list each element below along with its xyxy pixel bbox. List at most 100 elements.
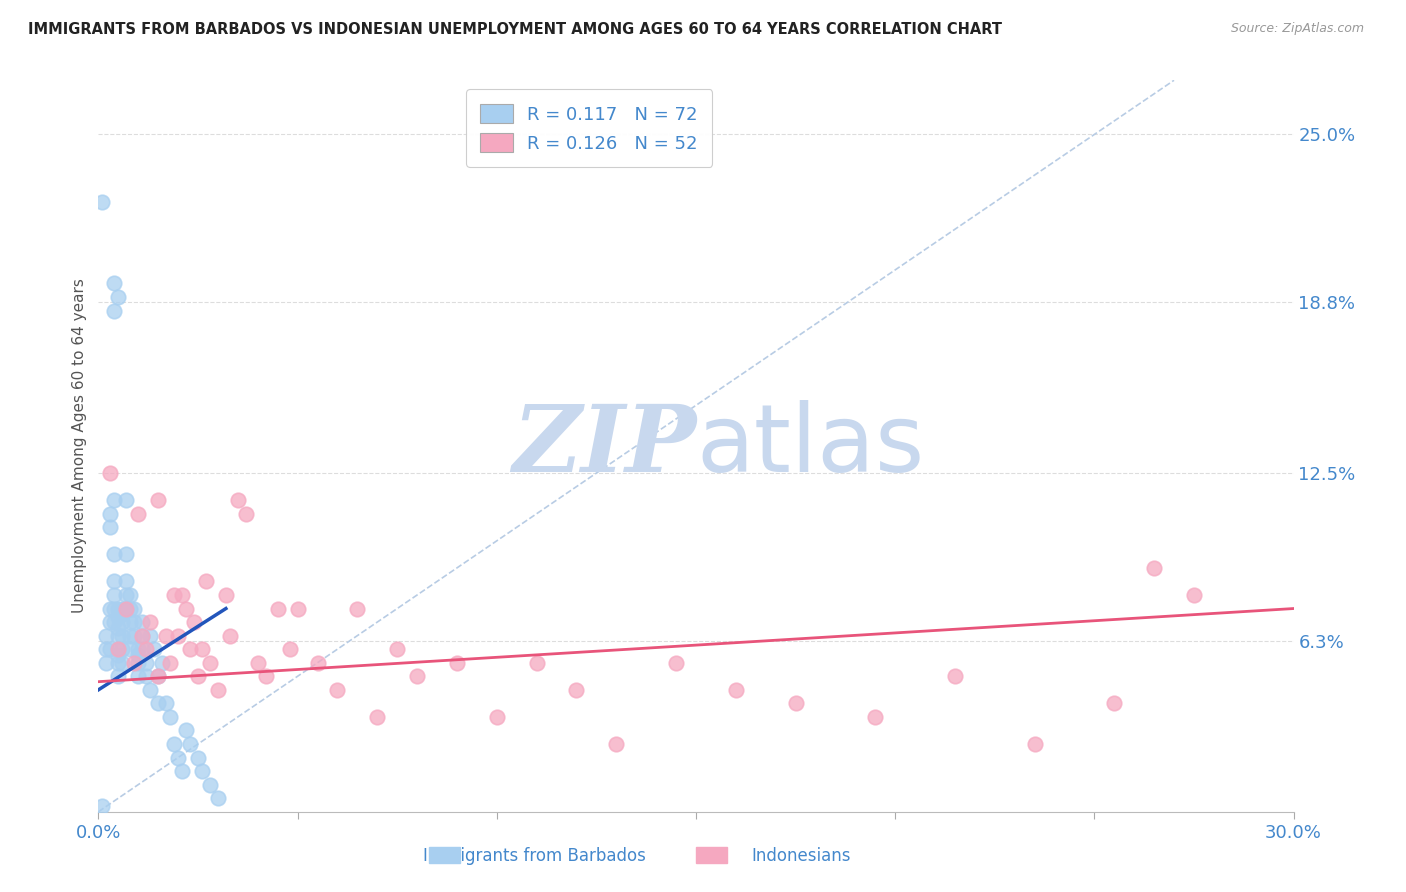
- Point: [115, 601, 138, 615]
- Point: [98, 520, 122, 534]
- Point: [135, 669, 157, 683]
- Point: [346, 601, 368, 615]
- Point: [120, 615, 142, 629]
- Point: [526, 656, 548, 670]
- Legend: R = 0.117   N = 72, R = 0.126   N = 52: R = 0.117 N = 72, R = 0.126 N = 52: [465, 89, 713, 167]
- Point: [98, 507, 122, 521]
- Point: [406, 669, 429, 683]
- Point: [148, 697, 170, 711]
- Point: [107, 620, 129, 634]
- Point: [865, 710, 887, 724]
- Point: [115, 601, 138, 615]
- Text: Indonesians: Indonesians: [752, 847, 851, 865]
- Point: [103, 277, 125, 291]
- Point: [159, 656, 181, 670]
- Point: [103, 601, 125, 615]
- Point: [107, 669, 129, 683]
- Point: [148, 669, 170, 683]
- Point: [98, 615, 122, 629]
- Point: [107, 290, 129, 304]
- Point: [665, 656, 688, 670]
- Point: [111, 629, 134, 643]
- Point: [124, 629, 146, 643]
- Point: [124, 656, 146, 670]
- Point: [107, 656, 129, 670]
- Point: [246, 656, 269, 670]
- Point: [115, 574, 138, 589]
- Point: [287, 601, 309, 615]
- Text: ZIP: ZIP: [512, 401, 696, 491]
- Point: [107, 642, 129, 657]
- Point: [98, 642, 122, 657]
- Point: [103, 547, 125, 561]
- Point: [207, 791, 229, 805]
- Point: [120, 629, 142, 643]
- Point: [198, 656, 221, 670]
- Point: [91, 799, 114, 814]
- Point: [139, 682, 162, 697]
- Point: [485, 710, 508, 724]
- Point: [127, 669, 149, 683]
- Point: [235, 507, 257, 521]
- Point: [107, 648, 129, 662]
- Point: [326, 682, 349, 697]
- Point: [127, 507, 149, 521]
- Point: [187, 750, 209, 764]
- Point: [115, 493, 138, 508]
- Point: [107, 609, 129, 624]
- Point: [198, 778, 221, 792]
- Point: [103, 615, 125, 629]
- Y-axis label: Unemployment Among Ages 60 to 64 years: Unemployment Among Ages 60 to 64 years: [72, 278, 87, 614]
- Point: [107, 642, 129, 657]
- Point: [159, 710, 181, 724]
- Point: [307, 656, 329, 670]
- Point: [91, 195, 114, 210]
- Point: [226, 493, 249, 508]
- Point: [155, 629, 177, 643]
- Point: [131, 629, 153, 643]
- Point: [1182, 588, 1205, 602]
- Point: [148, 493, 170, 508]
- Point: [107, 629, 129, 643]
- Point: [195, 574, 218, 589]
- Point: [163, 737, 186, 751]
- Point: [111, 601, 134, 615]
- Point: [1104, 697, 1126, 711]
- Point: [943, 669, 966, 683]
- Point: [103, 303, 125, 318]
- Point: [139, 629, 162, 643]
- Point: [115, 547, 138, 561]
- Point: [111, 615, 134, 629]
- Text: Immigrants from Barbados: Immigrants from Barbados: [423, 847, 645, 865]
- Point: [254, 669, 277, 683]
- Point: [96, 629, 118, 643]
- Point: [111, 607, 134, 621]
- Point: [96, 642, 118, 657]
- Point: [96, 656, 118, 670]
- Point: [155, 697, 177, 711]
- Point: [219, 629, 242, 643]
- Point: [131, 642, 153, 657]
- Point: [179, 642, 201, 657]
- Point: [565, 682, 588, 697]
- Point: [1143, 561, 1166, 575]
- Point: [135, 642, 157, 657]
- Point: [207, 682, 229, 697]
- Point: [107, 601, 129, 615]
- Point: [98, 466, 122, 480]
- Point: [111, 642, 134, 657]
- Text: IMMIGRANTS FROM BARBADOS VS INDONESIAN UNEMPLOYMENT AMONG AGES 60 TO 64 YEARS CO: IMMIGRANTS FROM BARBADOS VS INDONESIAN U…: [28, 22, 1002, 37]
- Point: [191, 764, 214, 778]
- Point: [215, 588, 238, 602]
- Point: [167, 750, 190, 764]
- Point: [131, 629, 153, 643]
- Point: [446, 656, 468, 670]
- Point: [143, 642, 166, 657]
- Point: [127, 656, 149, 670]
- Point: [120, 588, 142, 602]
- Point: [605, 737, 627, 751]
- Point: [139, 615, 162, 629]
- Point: [163, 588, 186, 602]
- Point: [187, 669, 209, 683]
- Point: [785, 697, 807, 711]
